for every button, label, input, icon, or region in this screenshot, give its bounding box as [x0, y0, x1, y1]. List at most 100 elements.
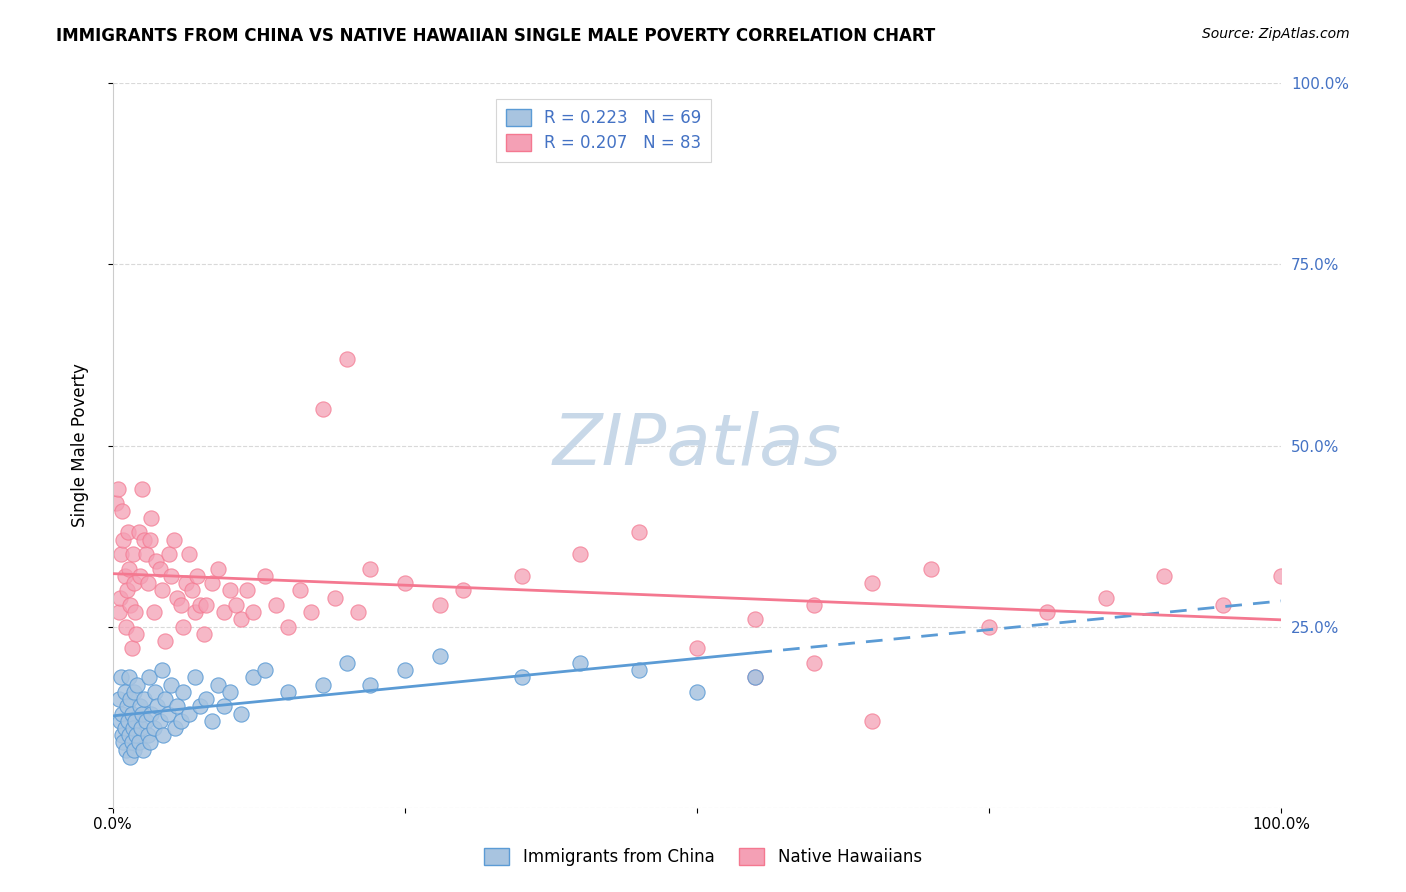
Point	[186, 569, 208, 583]
Point	[122, 685, 145, 699]
Point	[225, 598, 247, 612]
Point	[117, 714, 139, 728]
Point	[150, 663, 173, 677]
Point	[111, 728, 134, 742]
Point	[118, 562, 141, 576]
Point	[120, 750, 142, 764]
Point	[627, 663, 650, 677]
Point	[1153, 569, 1175, 583]
Point	[135, 547, 157, 561]
Point	[131, 482, 153, 496]
Point	[686, 685, 709, 699]
Point	[115, 583, 138, 598]
Point	[176, 576, 198, 591]
Point	[312, 677, 335, 691]
Point	[134, 692, 156, 706]
Point	[453, 583, 475, 598]
Point	[114, 619, 136, 633]
Point	[108, 714, 131, 728]
Point	[1212, 598, 1234, 612]
Point	[107, 692, 129, 706]
Point	[112, 533, 135, 547]
Point	[142, 605, 165, 619]
Point	[242, 605, 264, 619]
Point	[218, 685, 240, 699]
Point	[121, 706, 143, 721]
Point	[212, 699, 235, 714]
Point	[121, 735, 143, 749]
Point	[359, 562, 381, 576]
Point	[107, 482, 129, 496]
Point	[242, 670, 264, 684]
Point	[139, 533, 162, 547]
Point	[977, 619, 1000, 633]
Point	[212, 605, 235, 619]
Point	[569, 656, 592, 670]
Point	[172, 619, 194, 633]
Point	[107, 605, 129, 619]
Point	[201, 576, 224, 591]
Point	[231, 706, 253, 721]
Point	[744, 612, 766, 626]
Point	[1270, 569, 1292, 583]
Point	[108, 591, 131, 605]
Point	[112, 735, 135, 749]
Point	[429, 648, 451, 663]
Point	[266, 598, 288, 612]
Point	[323, 591, 346, 605]
Point	[155, 692, 177, 706]
Legend: R = 0.223   N = 69, R = 0.207   N = 83: R = 0.223 N = 69, R = 0.207 N = 83	[496, 99, 711, 162]
Point	[139, 735, 162, 749]
Point	[114, 685, 136, 699]
Point	[429, 598, 451, 612]
Point	[195, 692, 218, 706]
Point	[128, 525, 150, 540]
Point	[157, 547, 180, 561]
Point	[190, 699, 212, 714]
Point	[114, 743, 136, 757]
Point	[169, 598, 191, 612]
Point	[277, 685, 299, 699]
Point	[148, 562, 170, 576]
Point	[172, 685, 194, 699]
Legend: Immigrants from China, Native Hawaiians: Immigrants from China, Native Hawaiians	[475, 840, 931, 875]
Text: IMMIGRANTS FROM CHINA VS NATIVE HAWAIIAN SINGLE MALE POVERTY CORRELATION CHART: IMMIGRANTS FROM CHINA VS NATIVE HAWAIIAN…	[56, 27, 935, 45]
Point	[120, 692, 142, 706]
Point	[122, 743, 145, 757]
Point	[136, 576, 159, 591]
Point	[134, 533, 156, 547]
Point	[111, 504, 134, 518]
Point	[201, 714, 224, 728]
Point	[150, 583, 173, 598]
Point	[128, 569, 150, 583]
Point	[135, 714, 157, 728]
Point	[128, 699, 150, 714]
Point	[124, 714, 146, 728]
Point	[138, 670, 160, 684]
Point	[155, 634, 177, 648]
Point	[118, 728, 141, 742]
Point	[120, 598, 142, 612]
Point	[860, 714, 883, 728]
Point	[166, 699, 188, 714]
Point	[301, 605, 323, 619]
Text: ZIPatlas: ZIPatlas	[553, 411, 841, 480]
Point	[152, 728, 174, 742]
Point	[920, 562, 942, 576]
Point	[744, 670, 766, 684]
Point	[218, 583, 240, 598]
Point	[190, 598, 212, 612]
Point	[394, 663, 416, 677]
Point	[127, 677, 149, 691]
Point	[143, 685, 166, 699]
Point	[569, 547, 592, 561]
Point	[686, 641, 709, 656]
Point	[142, 721, 165, 735]
Point	[347, 605, 370, 619]
Point	[312, 402, 335, 417]
Point	[110, 670, 132, 684]
Point	[105, 496, 128, 510]
Point	[195, 598, 218, 612]
Point	[121, 547, 143, 561]
Point	[510, 670, 533, 684]
